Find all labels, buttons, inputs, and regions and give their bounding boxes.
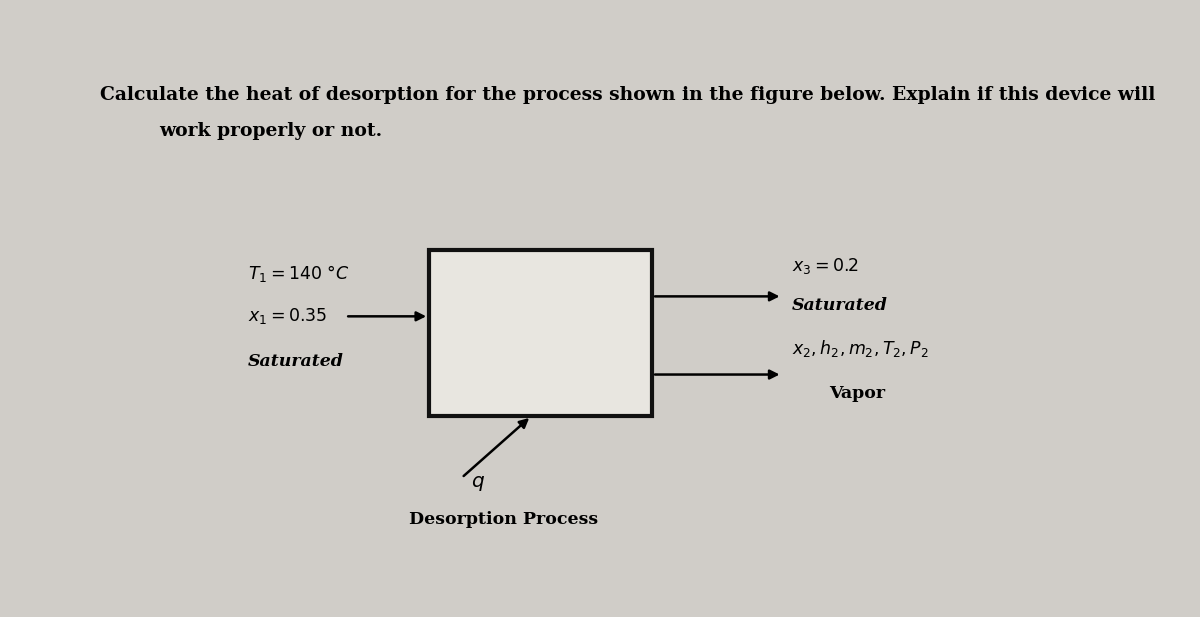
Text: Saturated: Saturated xyxy=(247,353,343,370)
Text: $x_3 = 0.2$: $x_3 = 0.2$ xyxy=(792,255,859,276)
Text: Saturated: Saturated xyxy=(792,297,888,315)
Text: $x_1 = 0.35$: $x_1 = 0.35$ xyxy=(247,306,328,326)
Bar xyxy=(430,250,653,416)
Text: $T_1 = 140\ °C$: $T_1 = 140\ °C$ xyxy=(247,263,349,284)
Text: $x_2, h_2, m_2, T_2, P_2$: $x_2, h_2, m_2, T_2, P_2$ xyxy=(792,338,929,359)
Text: $q$: $q$ xyxy=(470,473,485,493)
Text: Desorption Process: Desorption Process xyxy=(409,511,598,528)
Text: Calculate the heat of desorption for the process shown in the figure below. Expl: Calculate the heat of desorption for the… xyxy=(74,86,1156,104)
Text: work properly or not.: work properly or not. xyxy=(160,122,383,139)
Text: Vapor: Vapor xyxy=(829,385,886,402)
